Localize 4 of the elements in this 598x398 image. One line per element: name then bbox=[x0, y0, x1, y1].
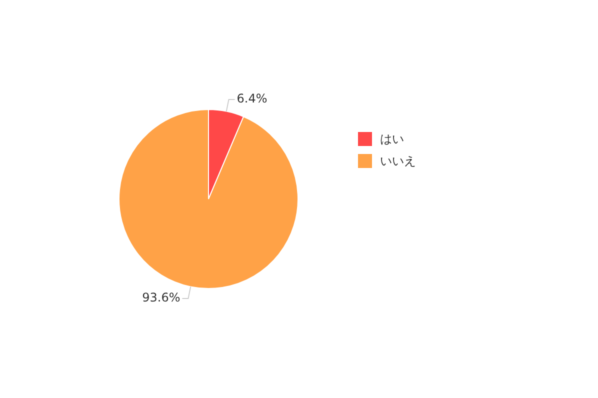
data-label: 93.6% bbox=[142, 290, 180, 305]
legend-label: はい bbox=[380, 130, 404, 148]
data-label: 6.4% bbox=[236, 92, 268, 106]
legend-label: いいえ bbox=[380, 152, 416, 170]
